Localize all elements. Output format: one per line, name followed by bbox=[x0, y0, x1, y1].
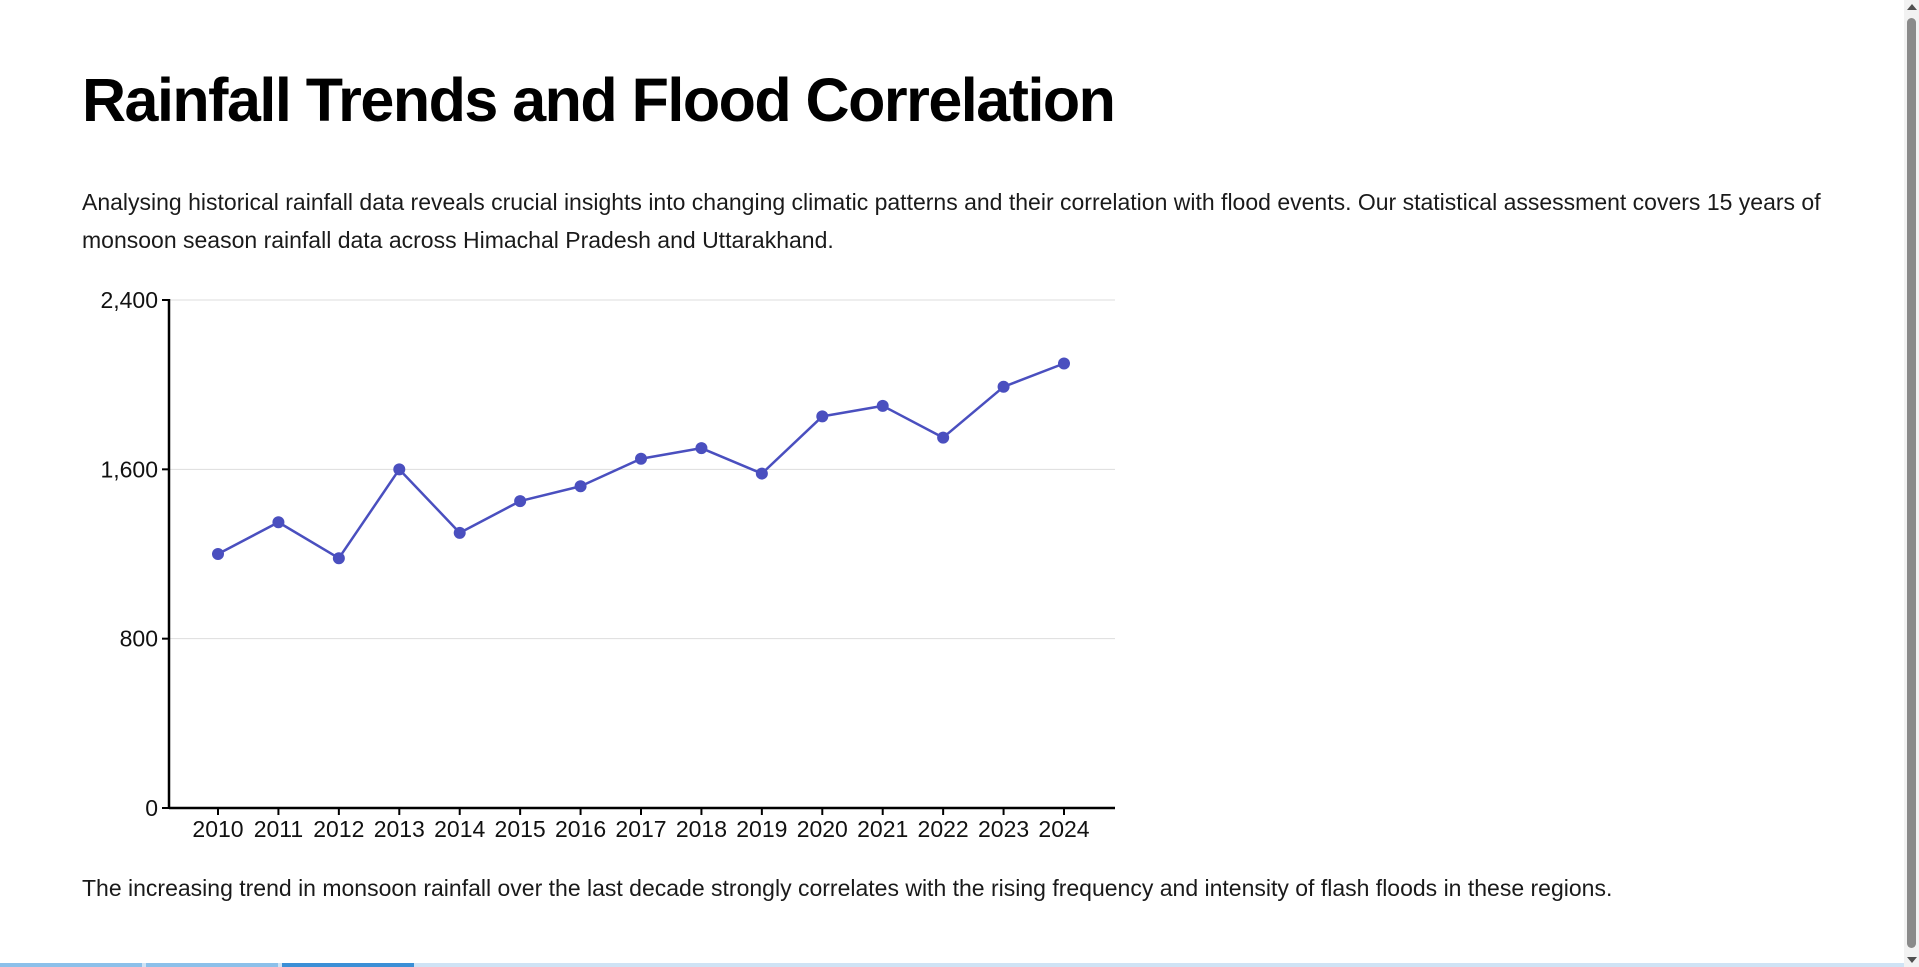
scroll-down-icon[interactable] bbox=[1907, 957, 1917, 963]
page-title: Rainfall Trends and Flood Correlation bbox=[82, 66, 1116, 134]
x-tick-label: 2023 bbox=[978, 816, 1029, 842]
rainfall-line-chart: 0 800 1,600 2,400 2010 2011 2012 2013 2014 2015 20… bbox=[100, 287, 1115, 842]
rainfall-chart: 0 800 1,600 2,400 2010 2011 2012 2013 2014 2015 20… bbox=[82, 0, 1132, 865]
intro-paragraph: Analysing historical rainfall data revea… bbox=[82, 189, 1821, 253]
data-point bbox=[635, 452, 647, 465]
x-tick-label: 2011 bbox=[254, 816, 303, 842]
conclusion-paragraph: The increasing trend in monsoon rainfall… bbox=[82, 875, 1613, 901]
bottom-status-strip bbox=[0, 963, 1904, 967]
data-point bbox=[937, 431, 950, 444]
bottom-strip-segment-active bbox=[282, 963, 414, 967]
data-point bbox=[272, 516, 285, 529]
scrollbar-thumb[interactable] bbox=[1907, 18, 1916, 948]
x-tick-label: 2016 bbox=[555, 816, 606, 842]
x-tick-label: 2019 bbox=[736, 816, 787, 842]
y-tick-label: 2,400 bbox=[100, 287, 158, 313]
x-tick-label: 2018 bbox=[676, 816, 727, 842]
vertical-scrollbar[interactable] bbox=[1904, 0, 1919, 967]
x-tick-label: 2022 bbox=[918, 816, 969, 842]
data-point bbox=[816, 410, 829, 423]
x-tick-label: 2020 bbox=[797, 816, 848, 842]
scroll-up-icon[interactable] bbox=[1907, 4, 1917, 10]
data-point bbox=[574, 480, 587, 493]
x-tick-label: 2015 bbox=[495, 816, 546, 842]
data-point bbox=[755, 467, 768, 480]
x-tick-label: 2014 bbox=[434, 816, 485, 842]
x-tick-label: 2010 bbox=[192, 816, 243, 842]
data-point bbox=[876, 399, 889, 412]
data-point bbox=[514, 495, 527, 508]
data-point bbox=[453, 526, 466, 539]
bottom-strip-segment bbox=[0, 963, 142, 967]
x-tick-label: 2017 bbox=[615, 816, 666, 842]
data-point bbox=[332, 552, 345, 565]
data-point bbox=[393, 463, 406, 476]
data-point bbox=[212, 548, 224, 560]
y-tick-label: 1,600 bbox=[100, 456, 158, 482]
y-tick-label: 800 bbox=[120, 626, 158, 652]
x-tick-label: 2013 bbox=[374, 816, 425, 842]
x-tick-label: 2012 bbox=[313, 816, 364, 842]
data-point bbox=[997, 380, 1010, 393]
x-tick-label: 2024 bbox=[1038, 816, 1089, 842]
x-tick-label: 2021 bbox=[857, 816, 908, 842]
data-point bbox=[695, 442, 708, 455]
bottom-strip-segment bbox=[146, 963, 278, 967]
y-tick-label: 0 bbox=[145, 795, 158, 821]
data-point bbox=[1058, 357, 1070, 370]
